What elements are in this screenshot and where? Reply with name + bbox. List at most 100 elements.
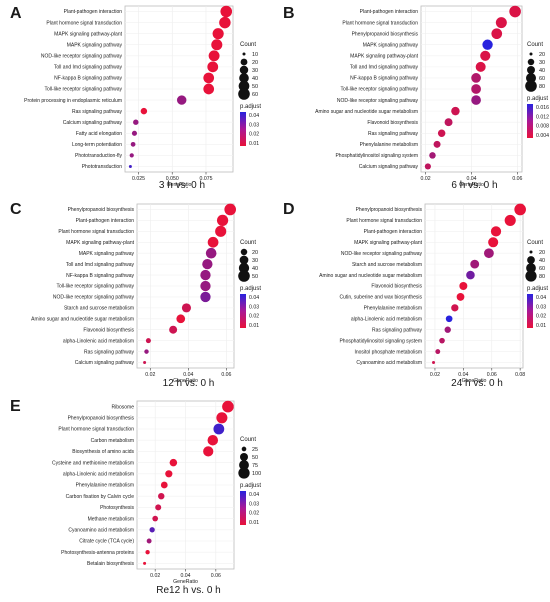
term-label: MAPK signaling pathway-plant (54, 31, 122, 37)
data-point (143, 561, 147, 565)
panel-caption: Re12 h vs. 0 h (156, 585, 220, 596)
size-legend-dot (238, 270, 250, 282)
x-tick-label: 0.02 (430, 372, 440, 378)
data-point (514, 203, 526, 216)
term-label: Long-term potentiation (72, 142, 122, 148)
data-point (128, 164, 132, 168)
data-point (459, 281, 468, 291)
term-label: Calcium signaling pathway (75, 360, 135, 366)
data-point (207, 61, 219, 73)
color-legend-label: 0.008 (536, 124, 549, 130)
size-legend-dot (241, 446, 247, 452)
term-label: Toll-like receptor signaling pathway (340, 87, 418, 93)
size-legend-dot (525, 80, 537, 92)
term-label: Ras signaling pathway (372, 327, 423, 333)
size-legend-dot (239, 255, 249, 265)
size-legend-label: 40 (539, 258, 545, 264)
data-point (439, 337, 445, 344)
size-legend-label: 40 (252, 76, 258, 82)
size-legend-dot (527, 66, 535, 74)
data-point (484, 248, 494, 259)
data-point (207, 236, 219, 248)
term-label: Plant hormone signal transduction (342, 20, 418, 26)
term-label: Toll and Imd signaling pathway (66, 262, 135, 268)
term-label: Toll and Imd signaling pathway (54, 65, 123, 71)
x-tick-label: 0.04 (466, 176, 476, 182)
size-legend-title: Count (240, 437, 256, 443)
term-label: MAPK signaling pathway (363, 42, 419, 48)
term-label: Carbon fixation by Calvin cycle (66, 494, 135, 500)
color-legend-label: 0.03 (536, 304, 546, 310)
data-point (212, 28, 224, 40)
term-label: NOD-like receptor signaling pathway (53, 295, 135, 301)
data-point (133, 119, 139, 125)
term-label: Plant hormone signal transduction (58, 427, 134, 433)
size-legend-dot (238, 88, 250, 100)
x-axis-label: GeneRatio (173, 579, 198, 585)
panel-caption: 3 h vs. 0 h (159, 180, 205, 191)
color-legend-label: 0.04 (249, 295, 259, 301)
data-point (143, 361, 147, 365)
size-legend: Count 25 50 75 100 (238, 437, 261, 479)
data-point (176, 314, 186, 324)
data-point (200, 291, 211, 303)
data-point (176, 95, 187, 105)
x-tick-label: 0.06 (221, 372, 231, 378)
size-legend-label: 30 (252, 258, 258, 264)
panel-a: A Plant-pathogen interaction Plant hormone… (10, 5, 261, 191)
data-point (224, 203, 236, 216)
size-legend: Count 20 40 60 80 (525, 240, 545, 282)
x-tick-label: 0.08 (515, 372, 525, 378)
data-point (169, 458, 178, 467)
term-label: Phosphatidylinositol signaling system (339, 338, 422, 344)
term-label: NF-kappa B signaling pathway (350, 76, 418, 82)
term-label: Flavonoid biosynthesis (367, 120, 418, 126)
color-legend-bar (527, 294, 533, 328)
color-legend-label: 0.02 (249, 132, 259, 138)
x-tick-label: 0.025 (132, 176, 145, 182)
term-label: Toll-like receptor signaling pathway (44, 87, 122, 93)
term-label: Ras signaling pathway (368, 131, 419, 137)
size-legend-dot (239, 65, 249, 75)
term-label: Flavonoid biosynthesis (371, 284, 422, 290)
term-label: Starch and sucrose metabolism (352, 262, 422, 268)
color-legend-label: 0.01 (536, 323, 546, 329)
size-legend-label: 50 (252, 84, 258, 90)
term-label: Plant hormone signal transduction (346, 218, 422, 224)
data-point (216, 214, 229, 227)
data-point (160, 481, 168, 489)
term-label: Cyanoamino acid metabolism (68, 528, 134, 534)
term-label: Inositol phosphate metabolism (354, 349, 422, 355)
color-legend-label: 0.03 (249, 304, 259, 310)
term-label: NOD-like receptor signaling pathway (337, 98, 419, 104)
color-legend-title: p.adjust (527, 96, 548, 102)
term-label: MAPK signaling pathway-plant (66, 240, 134, 246)
panel-d: D Phenylpropanoid biosynthesis Plant hormo… (283, 201, 548, 389)
color-legend-label: 0.04 (536, 295, 546, 301)
data-point (437, 129, 446, 137)
size-legend-label: 80 (539, 84, 545, 90)
data-point (456, 293, 465, 301)
term-label: Cutin, suberine and wax biosynthesis (339, 295, 422, 301)
term-label: Amino sugar and nucleotide sugar metabol… (315, 109, 418, 115)
color-legend-bar (240, 491, 246, 525)
x-axis-label: GeneRatio (459, 182, 484, 188)
term-label: NF-kappa B signaling pathway (54, 76, 122, 82)
term-label: NOD-like receptor signaling pathway (41, 54, 123, 60)
data-point (158, 492, 165, 500)
data-point (451, 304, 459, 312)
data-point (491, 28, 503, 40)
color-legend-label: 0.02 (249, 314, 259, 320)
data-point (435, 349, 441, 355)
term-label: Cysteine and methionine metabolism (52, 460, 134, 466)
data-point (213, 423, 225, 435)
data-point (219, 16, 231, 29)
x-tick-label: 0.02 (150, 573, 160, 579)
data-point (169, 325, 178, 334)
term-label: Phenylpropanoid biosynthesis (356, 207, 423, 213)
panel-letter: A (10, 5, 22, 22)
size-legend-title: Count (527, 240, 543, 246)
data-point (429, 152, 436, 159)
data-point (444, 118, 453, 127)
data-point (131, 130, 138, 136)
